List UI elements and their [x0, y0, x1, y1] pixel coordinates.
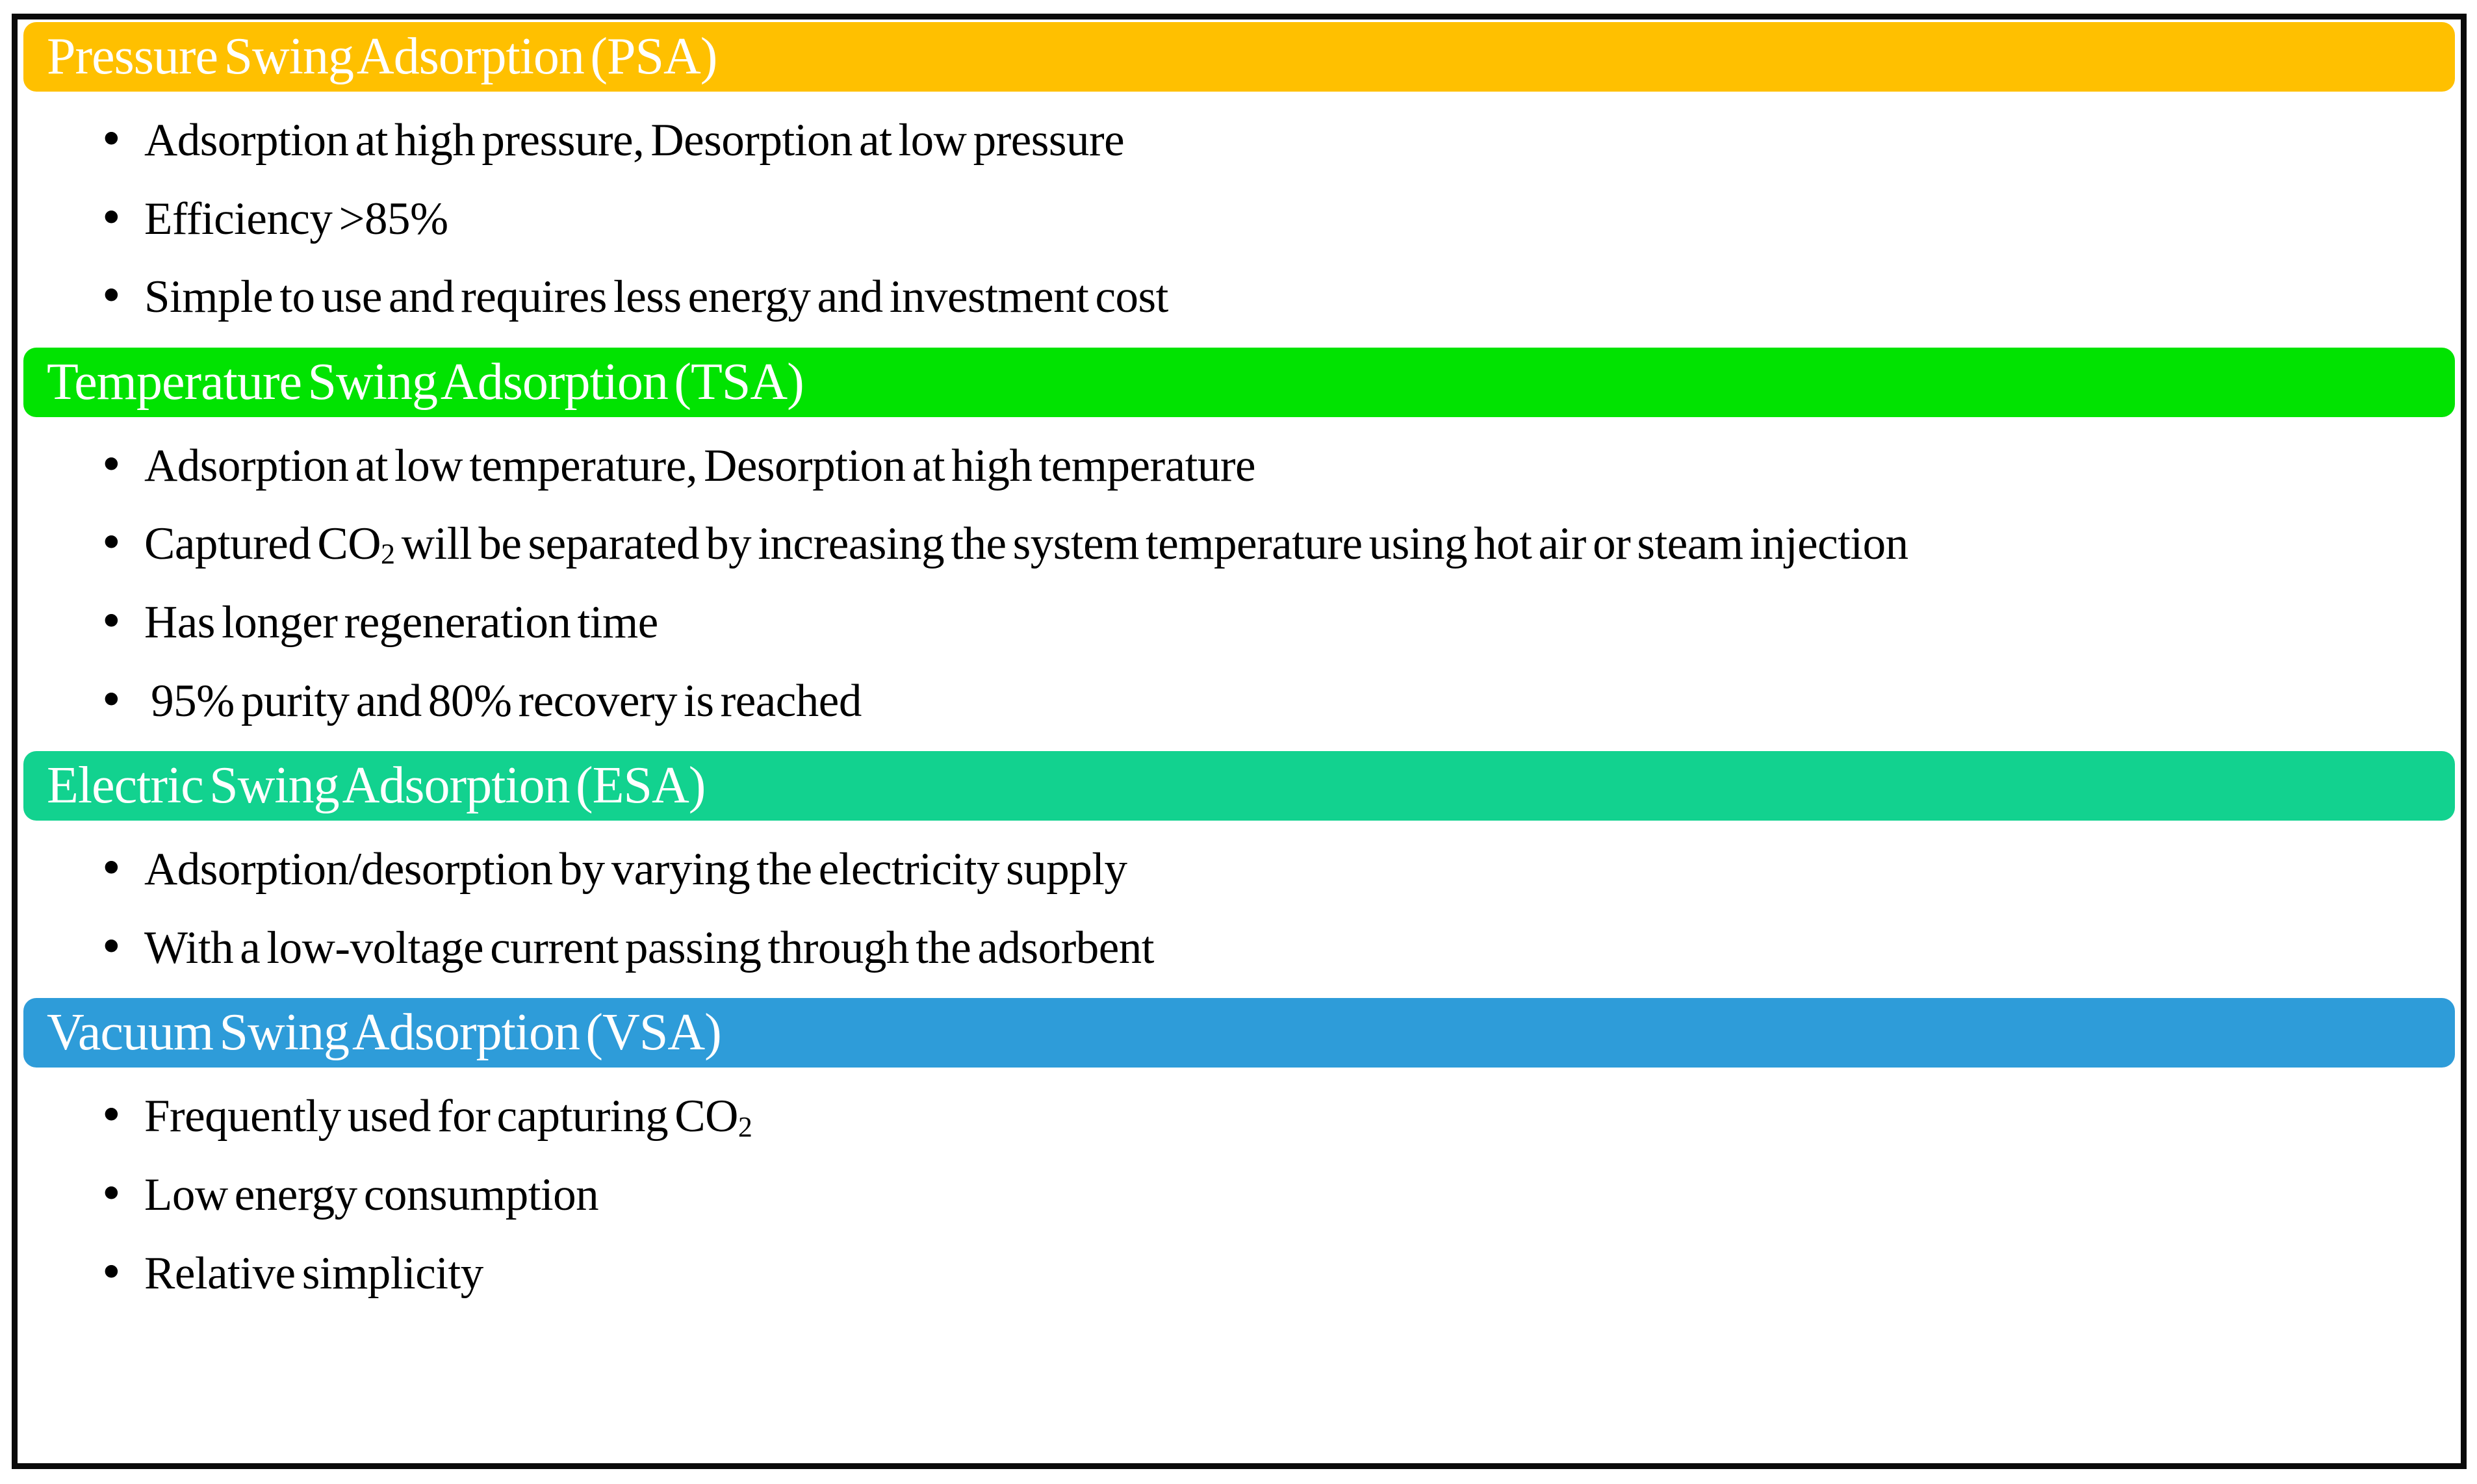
text-segment: With a low-voltage current passing throu…	[144, 922, 1154, 973]
bullet-dot-icon: •	[102, 915, 121, 975]
bullet-item: • Captured CO2 will be separated by incre…	[18, 512, 2435, 572]
bullet-text: 95% purity and 80% recovery is reached	[144, 673, 862, 730]
method-section: Electric Swing Adsorption (ESA) • Adsorpt…	[18, 751, 2461, 976]
text-segment: will be separated by increasing the syst…	[394, 518, 1908, 570]
bullet-item: • With a low-voltage current passing thro…	[18, 916, 2435, 977]
section-title: Electric Swing Adsorption (ESA)	[47, 757, 706, 815]
bullet-text: Has longer regeneration time	[144, 595, 658, 651]
bullet-dot-icon: •	[102, 265, 121, 325]
section-header: Pressure Swing Adsorption (PSA)	[23, 22, 2455, 92]
bullet-dot-icon: •	[102, 591, 121, 650]
text-segment: Captured CO	[144, 518, 381, 570]
bullet-text: Adsorption at low temperature, Desorptio…	[144, 438, 1256, 494]
section-header: Electric Swing Adsorption (ESA)	[23, 751, 2455, 821]
bullet-text: With a low-voltage current passing throu…	[144, 920, 1154, 977]
method-section: Vacuum Swing Adsorption (VSA) • Frequentl…	[18, 998, 2461, 1301]
bullet-dot-icon: •	[102, 1084, 121, 1144]
bullet-text: Relative simplicity	[144, 1246, 483, 1302]
bullet-dot-icon: •	[102, 1163, 121, 1223]
bullet-item: • Relative simplicity	[18, 1242, 2435, 1302]
text-segment: Low energy consumption	[144, 1170, 599, 1221]
section-title: Temperature Swing Adsorption (TSA)	[47, 353, 804, 411]
section-header: Vacuum Swing Adsorption (VSA)	[23, 998, 2455, 1068]
bullet-item: • Efficiency >85%	[18, 187, 2435, 248]
section-title: Pressure Swing Adsorption (PSA)	[47, 28, 717, 85]
bullet-text: Captured CO2 will be separated by increa…	[144, 516, 1908, 572]
bullet-item: • Low energy consumption	[18, 1163, 2435, 1223]
text-segment: Simple to use and requires less energy a…	[144, 272, 1168, 323]
subscript-text: 2	[738, 1110, 752, 1143]
section-header: Temperature Swing Adsorption (TSA)	[23, 347, 2455, 417]
subscript-text: 2	[381, 538, 395, 570]
bullet-dot-icon: •	[102, 512, 121, 572]
text-segment: Adsorption at high pressure, Desorption …	[144, 115, 1125, 166]
method-section: Pressure Swing Adsorption (PSA) • Adsorpt…	[18, 22, 2461, 326]
bullet-text: Adsorption at high pressure, Desorption …	[144, 112, 1125, 169]
text-segment: Frequently used for capturing CO	[144, 1091, 738, 1142]
bullet-item: • Adsorption/desorption by varying the el…	[18, 838, 2435, 898]
bullet-dot-icon: •	[102, 433, 121, 493]
bullet-dot-icon: •	[102, 838, 121, 897]
bullet-dot-icon: •	[102, 109, 121, 168]
bullet-item: • Adsorption at low temperature, Desorpti…	[18, 434, 2435, 494]
text-segment: Has longer regeneration time	[144, 597, 658, 648]
bullet-list: • Adsorption at low temperature, Desorpti…	[18, 434, 2461, 730]
text-segment: Adsorption at low temperature, Desorptio…	[144, 440, 1256, 491]
bullet-item: • Adsorption at high pressure, Desorption…	[18, 109, 2435, 169]
method-section: Temperature Swing Adsorption (TSA) • Adso…	[18, 347, 2461, 730]
bullet-text: Simple to use and requires less energy a…	[144, 269, 1168, 326]
text-segment: Adsorption/desorption by varying the ele…	[144, 844, 1127, 895]
bullet-text: Adsorption/desorption by varying the ele…	[144, 841, 1127, 898]
bullet-item: • 95% purity and 80% recovery is reached	[18, 669, 2435, 730]
text-segment: 95% purity and 80% recovery is reached	[144, 675, 862, 726]
bullet-dot-icon: •	[102, 186, 121, 246]
bullet-text: Low energy consumption	[144, 1167, 599, 1223]
bullet-dot-icon: •	[102, 669, 121, 728]
bullet-list: • Frequently used for capturing CO2 • Low e…	[18, 1084, 2461, 1302]
bullet-item: • Has longer regeneration time	[18, 591, 2435, 651]
bullet-list: • Adsorption at high pressure, Desorption…	[18, 109, 2461, 326]
text-segment: Efficiency >85%	[144, 193, 448, 244]
sections: Pressure Swing Adsorption (PSA) • Adsorpt…	[18, 22, 2461, 1301]
section-title: Vacuum Swing Adsorption (VSA)	[47, 1004, 722, 1062]
bullet-list: • Adsorption/desorption by varying the el…	[18, 838, 2461, 977]
figure-frame: Pressure Swing Adsorption (PSA) • Adsorpt…	[12, 14, 2467, 1469]
bullet-item: • Frequently used for capturing CO2	[18, 1084, 2435, 1145]
bullet-text: Efficiency >85%	[144, 191, 448, 248]
bullet-item: • Simple to use and requires less energy …	[18, 265, 2435, 326]
text-segment: Relative simplicity	[144, 1247, 483, 1299]
bullet-dot-icon: •	[102, 1241, 121, 1301]
bullet-text: Frequently used for capturing CO2	[144, 1088, 752, 1145]
